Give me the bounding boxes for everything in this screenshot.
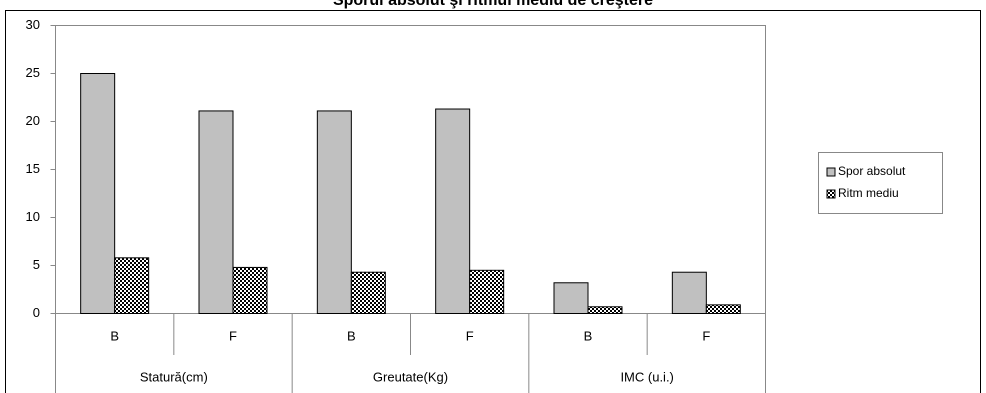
bar — [469, 269, 505, 314]
bar — [232, 266, 268, 315]
bar — [80, 73, 116, 314]
x-tick-label: F — [466, 328, 474, 343]
x-tick-label: B — [584, 328, 593, 343]
y-tick-label: 5 — [33, 257, 40, 272]
bar — [350, 271, 386, 314]
bar — [435, 108, 471, 314]
chart-title: Sporul absolut şi ritmul mediu de creşte… — [333, 0, 653, 9]
top-strip — [0, 0, 986, 9]
group-label: Statură(cm) — [140, 369, 208, 384]
y-tick-label: 30 — [26, 17, 40, 32]
plot-area — [55, 25, 766, 314]
group-label: IMC (u.i.) — [620, 369, 673, 384]
frame — [5, 10, 981, 393]
bar — [553, 282, 589, 314]
bar — [705, 304, 741, 314]
bar — [587, 306, 623, 314]
x-tick-label: F — [702, 328, 710, 343]
legend — [818, 152, 943, 214]
legend-label: Ritm mediu — [838, 186, 899, 200]
y-tick-label: 0 — [33, 305, 40, 320]
x-tick-label: B — [347, 328, 356, 343]
group-label: Greutate(Kg) — [373, 369, 448, 384]
bar — [671, 271, 707, 314]
y-tick-label: 25 — [26, 65, 40, 80]
x-tick-label: B — [110, 328, 119, 343]
legend-label: Spor absolut — [838, 164, 906, 178]
bar — [114, 257, 150, 315]
y-tick-label: 20 — [26, 113, 40, 128]
y-tick-label: 10 — [26, 209, 40, 224]
bar — [198, 110, 234, 314]
y-tick-label: 15 — [26, 161, 40, 176]
legend-swatch — [826, 167, 836, 177]
x-tick-label: F — [229, 328, 237, 343]
legend-swatch — [826, 189, 836, 199]
bar — [316, 110, 352, 314]
